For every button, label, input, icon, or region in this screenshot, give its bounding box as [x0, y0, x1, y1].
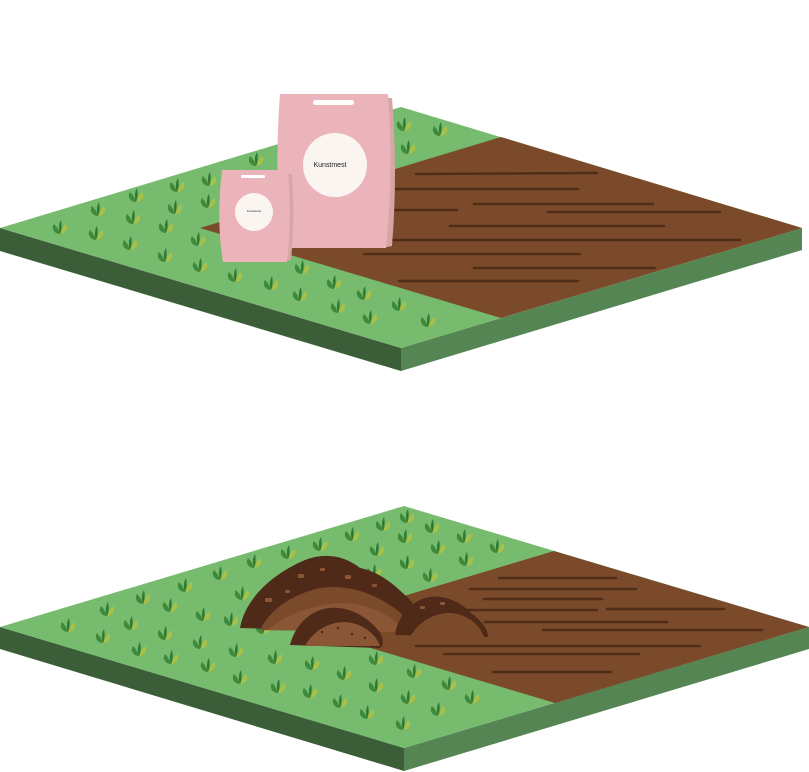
bottom-field-side-left	[0, 627, 404, 771]
top-field: Kunstmest Kunstmest	[0, 94, 802, 371]
bottom-field-soil	[300, 551, 809, 703]
bottom-field	[0, 506, 809, 771]
top-field-side-right	[401, 228, 802, 371]
fertilizer-bag-small: Kunstmest	[219, 170, 294, 262]
bag-label-large: Kunstmest	[313, 162, 346, 169]
bag-label-small: Kunstmest	[247, 209, 261, 213]
bag-handle-small	[241, 175, 265, 178]
top-field-side-left	[0, 228, 401, 371]
fertilizer-bag-large: Kunstmest	[277, 94, 395, 248]
bag-label-circle-small	[235, 193, 273, 231]
bag-handle	[313, 100, 354, 105]
bag-label-circle	[303, 133, 367, 197]
manure-pile-medium	[395, 596, 488, 637]
manure-pile-small	[290, 607, 383, 648]
top-field-soil	[200, 137, 802, 318]
bottom-field-side-right	[404, 627, 809, 771]
